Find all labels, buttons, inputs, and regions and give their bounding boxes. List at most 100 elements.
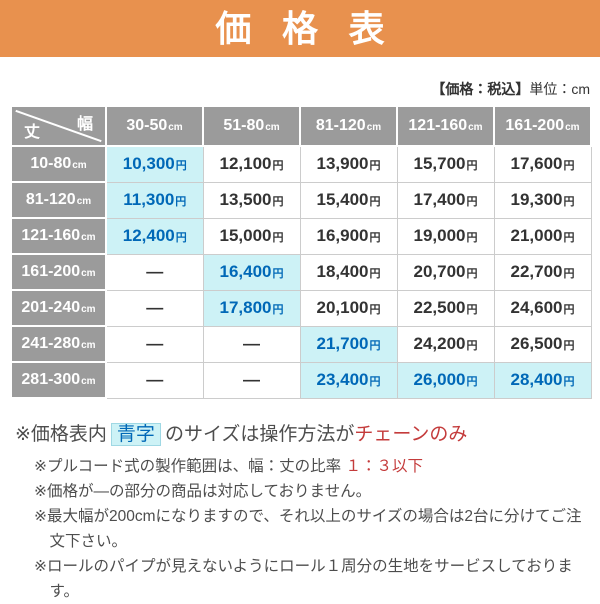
column-header-row: 幅 丈 30-50cm 51-80cm 81-120cm 121-160cm 161-2… (10, 105, 592, 147)
price-cell: 20,700円 (396, 253, 495, 291)
height-range-label: 81-120 (25, 191, 76, 208)
yen-suffix: 円 (272, 196, 284, 208)
price-value: 19,000 (413, 226, 466, 245)
price-value: 24,200 (413, 334, 466, 353)
price-cell-chain-only: 11,300円 (105, 181, 204, 219)
unit-suffix: cm (76, 196, 92, 207)
yen-suffix: 円 (466, 232, 478, 244)
table-corner-cell: 幅 丈 (10, 105, 107, 147)
height-range-label: 201-240 (21, 299, 81, 316)
yen-suffix: 円 (466, 376, 478, 388)
yen-suffix: 円 (175, 160, 187, 173)
price-value: 17,400 (413, 190, 466, 209)
price-value: 13,900 (316, 154, 369, 174)
yen-suffix: 円 (369, 232, 381, 244)
width-range-label: 30-50 (126, 117, 168, 134)
yen-suffix: 円 (272, 304, 284, 316)
price-value: 22,500 (413, 298, 466, 317)
title-banner: 価格表 (0, 0, 600, 57)
price-cell: 13,900円 (299, 145, 398, 183)
price-value: 16,400 (219, 262, 272, 281)
price-cell-unavailable: — (105, 361, 204, 399)
yen-suffix: 円 (369, 340, 381, 352)
price-cell-chain-only: 17,800円 (202, 289, 301, 327)
notes-list: ※価格表内 青字 のサイズは操作方法がチェーンのみ ※プルコード式の製作範囲は、幅：丈… (15, 421, 592, 604)
unit-suffix: cm (265, 122, 280, 133)
price-cell-chain-only: 26,000円 (396, 361, 495, 399)
yen-suffix: 円 (369, 196, 381, 208)
footnote-text: ※価格表内 (15, 424, 107, 445)
height-range-label: 10-80 (30, 155, 72, 172)
unit-suffix: cm (565, 122, 580, 133)
yen-suffix: 円 (369, 160, 381, 173)
row-header-height-201-240: 201-240cm (10, 289, 107, 327)
price-cell: 17,400円 (396, 181, 495, 219)
price-value: 17,800 (219, 298, 272, 317)
blue-text-sample: 青字 (110, 423, 161, 446)
price-cell-unavailable: — (105, 289, 204, 327)
yen-suffix: 円 (563, 304, 575, 316)
row-header-height-161-200: 161-200cm (10, 253, 107, 291)
column-header-width-30-50: 30-50cm (105, 105, 204, 147)
column-header-width-81-120: 81-120cm (299, 105, 398, 147)
tax-included-label: 【価格：税込】 (431, 81, 530, 97)
price-value: 20,700 (413, 262, 466, 281)
price-cell-unavailable: — (202, 361, 301, 399)
price-value: 12,100 (219, 154, 272, 174)
price-value: 20,100 (316, 298, 369, 317)
yen-suffix: 円 (272, 232, 284, 244)
footnote: ※価格が―の部分の商品は対応しておりません。 (34, 479, 592, 504)
height-range-label: 241-280 (21, 335, 81, 352)
price-value: 28,400 (510, 370, 563, 389)
row-header-height-281-300: 281-300cm (10, 361, 107, 399)
unit-suffix: cm (81, 304, 96, 315)
price-cell: 24,200円 (396, 325, 495, 363)
table-row: 241-280cm — —21,700円 24,200円 26,500円 (10, 325, 592, 363)
footnote: ※ロールのパイプが見えないようにロール１周分の生地をサービスしております。 (34, 554, 592, 604)
price-cell: 19,300円 (493, 181, 592, 219)
price-value: 16,900 (316, 226, 369, 245)
yen-suffix: 円 (466, 304, 478, 316)
price-cell: 13,500円 (202, 181, 301, 219)
price-value: 26,000 (413, 370, 466, 389)
yen-suffix: 円 (272, 268, 284, 280)
height-range-label: 281-300 (21, 371, 81, 388)
price-value: 11,300 (123, 190, 175, 209)
column-header-width-51-80: 51-80cm (202, 105, 301, 147)
table-row: 281-300cm — —23,400円 26,000円 28,400円 (10, 361, 592, 399)
row-header-height-81-120: 81-120cm (10, 181, 107, 219)
price-cell-chain-only: 12,400円 (105, 217, 204, 255)
price-value: 23,400 (316, 370, 369, 389)
width-axis-label: 幅 (76, 116, 93, 133)
yen-suffix: 円 (563, 340, 575, 352)
column-header-width-121-160: 121-160cm (396, 105, 495, 147)
yen-suffix: 円 (175, 196, 187, 208)
unit-suffix: cm (168, 122, 183, 133)
price-cell-chain-only: 28,400円 (493, 361, 592, 399)
unit-suffix: cm (366, 122, 382, 133)
price-cell: 15,400円 (299, 181, 398, 219)
table-row: 121-160cm 12,400円 15,000円 16,900円 19,000円 21,… (10, 217, 592, 255)
price-cell-unavailable: — (105, 325, 204, 363)
height-range-label: 121-160 (21, 227, 81, 244)
yen-suffix: 円 (563, 160, 575, 173)
column-header-width-161-200: 161-200cm (493, 105, 592, 147)
unit-suffix: cm (81, 340, 96, 351)
price-cell-chain-only: 10,300円 (105, 145, 204, 183)
footnote-text: ※プルコード式の製作範囲は、幅：丈の比率 (34, 457, 346, 475)
yen-suffix: 円 (466, 196, 478, 208)
footnote-text: ※価格が―の部分の商品は対応しておりません。 (34, 482, 372, 500)
price-value: 24,600 (510, 298, 563, 317)
height-range-label: 161-200 (21, 263, 81, 280)
footnote-text: ※ロールのパイプが見えないようにロール１周分の生地をサービスしております。 (34, 557, 573, 601)
price-table-body: 10-80cm 10,300円 12,100円 13,900円 15,700円 17,60… (10, 145, 592, 399)
yen-suffix: 円 (466, 268, 478, 280)
footnote-text: のサイズは操作方法が (164, 424, 355, 445)
price-value: 18,400 (316, 262, 369, 281)
page-title: 価格表 (215, 7, 416, 49)
yen-suffix: 円 (563, 232, 575, 244)
unit-suffix: cm (81, 232, 96, 243)
yen-suffix: 円 (563, 196, 575, 208)
price-cell-chain-only: 16,400円 (202, 253, 301, 291)
width-range-label: 51-80 (223, 117, 265, 134)
